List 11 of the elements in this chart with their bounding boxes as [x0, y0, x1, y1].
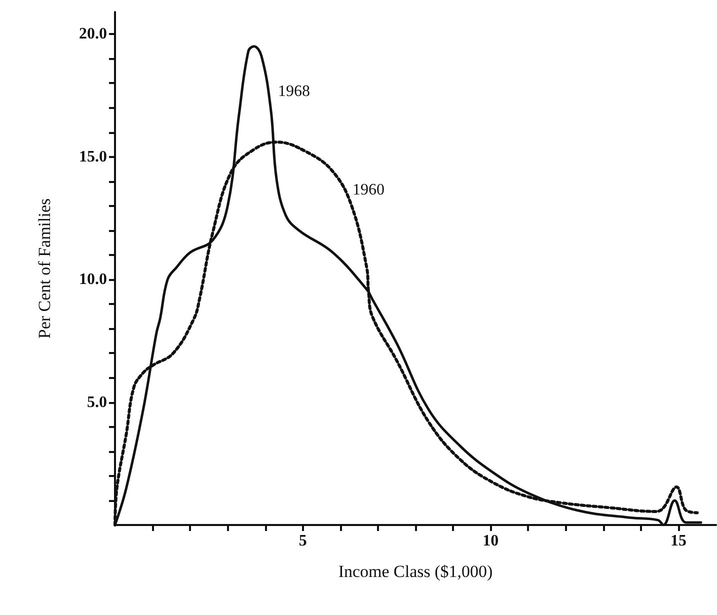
y-tick-label: 20.0 [79, 26, 107, 43]
x-tick-label: 15 [670, 532, 686, 550]
x-tick-label: 5 [298, 532, 307, 550]
y-tick-label: 10.0 [79, 271, 107, 288]
x-axis-title: Income Class ($1,000) [338, 562, 493, 581]
y-tick-label: 5.0 [87, 394, 107, 411]
series-label: 1960 [352, 182, 385, 199]
x-tick-label: 10 [482, 532, 499, 550]
y-tick-label: 15.0 [79, 148, 107, 166]
series-label: 1968 [278, 82, 310, 100]
y-axis-title: Per Cent of Families [35, 198, 54, 339]
